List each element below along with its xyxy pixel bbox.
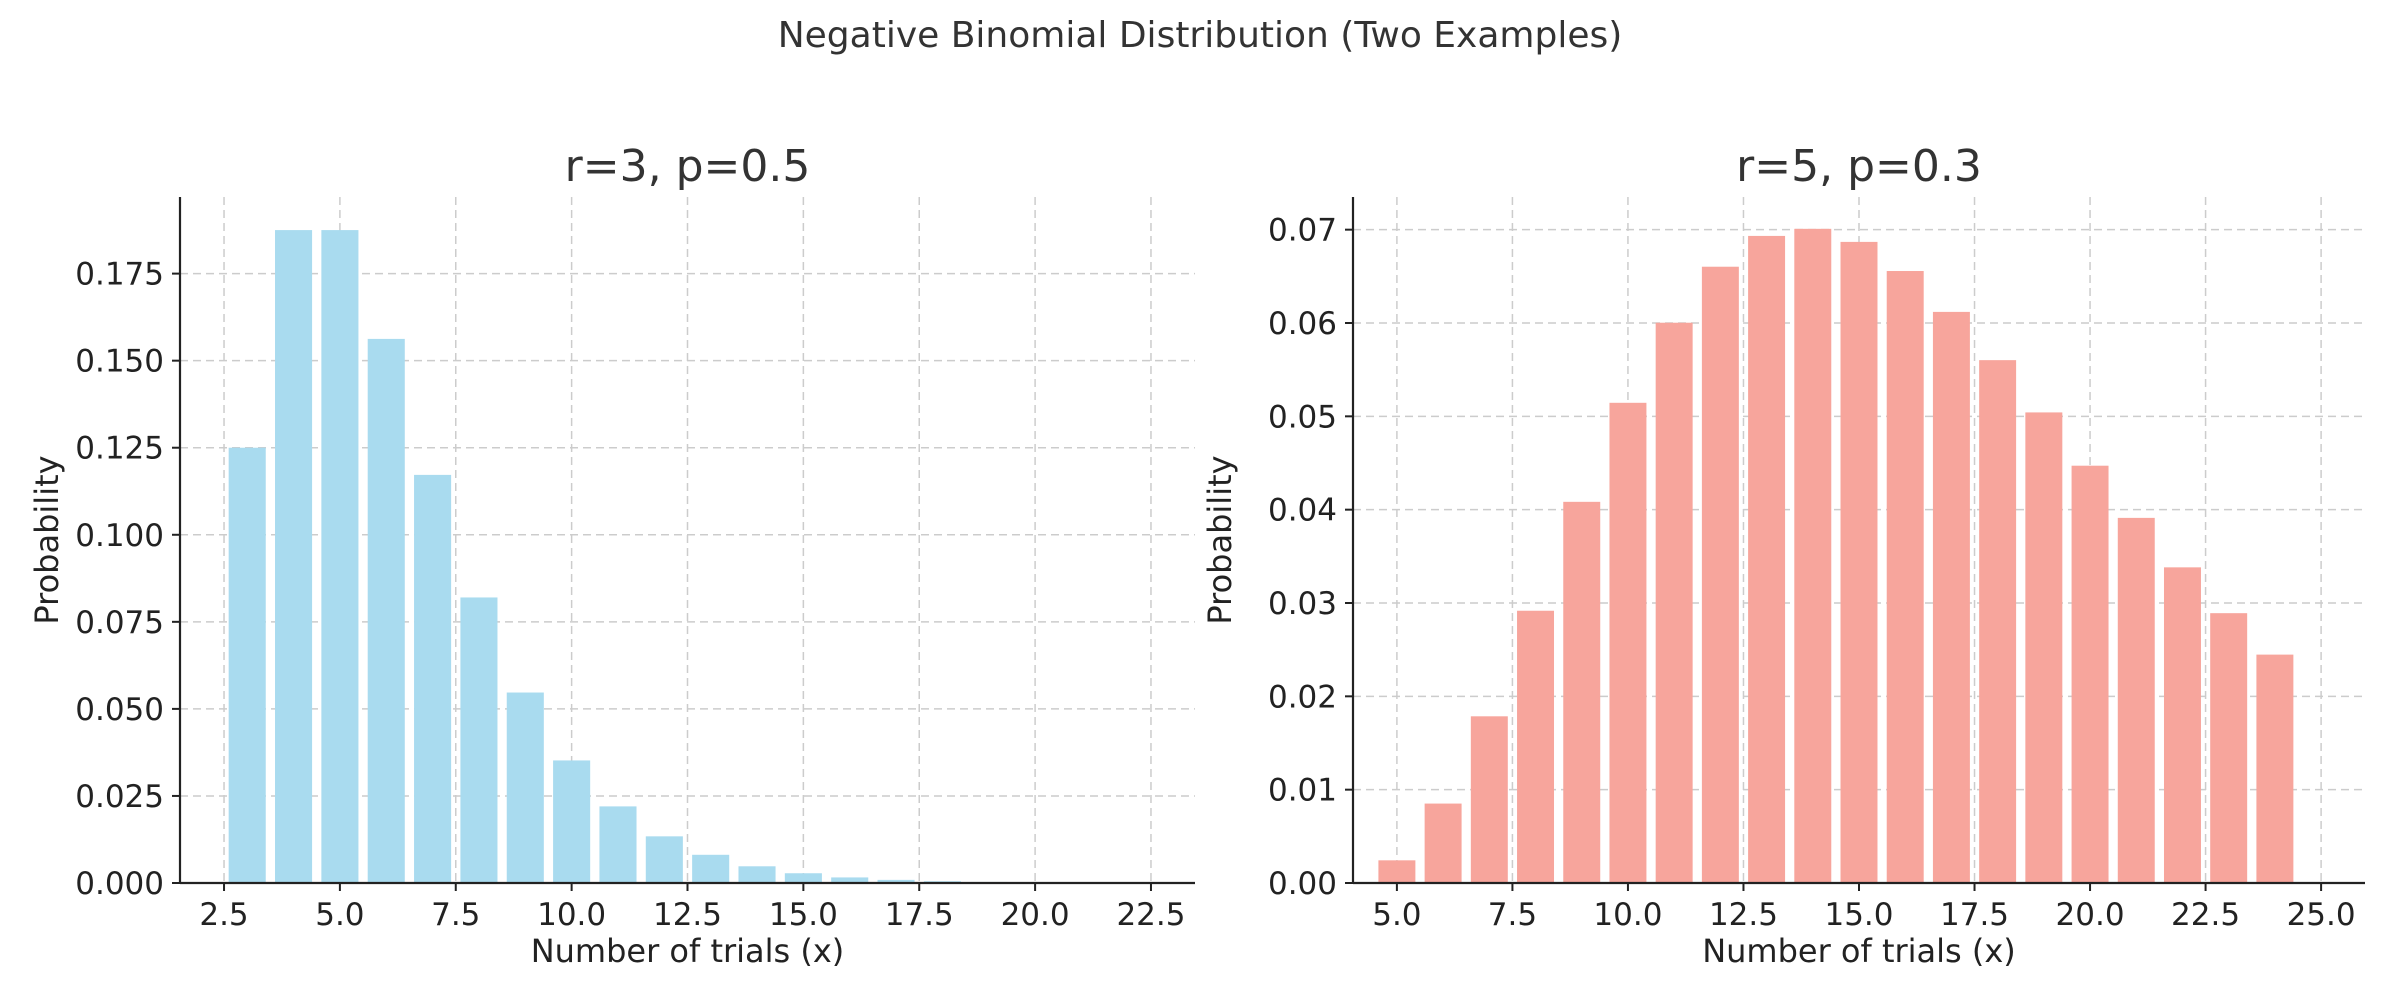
right-bar-x14 xyxy=(1794,228,1832,883)
left-x-axis-label: Number of trials (x) xyxy=(531,932,845,970)
left-y-tick-label-4: 0.100 xyxy=(75,518,164,554)
left-y-tick-label-3: 0.075 xyxy=(75,605,164,641)
left-bar-x7 xyxy=(414,474,452,883)
right-bar-x16 xyxy=(1886,271,1924,884)
right-bar-x13 xyxy=(1748,235,1786,884)
left-x-tick-label-6: 17.5 xyxy=(885,897,954,933)
figure-title: Negative Binomial Distribution (Two Exam… xyxy=(778,15,1623,56)
left-bar-x17 xyxy=(877,879,915,883)
left-bar-x5 xyxy=(321,230,359,883)
left-bar-x12 xyxy=(645,836,683,883)
left-chart-panel: 2.5 5.0 7.5 10.0 12.5 15.0 17.5 20.0 22.5 0.000 0.… xyxy=(28,141,1195,970)
right-bar-x12 xyxy=(1701,266,1739,884)
right-x-tick-label-2: 10.0 xyxy=(1593,897,1662,933)
left-bar-x16 xyxy=(831,877,869,883)
right-y-tick-label-7: 0.07 xyxy=(1268,213,1337,249)
left-y-tick-label-6: 0.150 xyxy=(75,344,164,380)
right-bar-x7 xyxy=(1470,716,1508,883)
right-x-tick-label-1: 7.5 xyxy=(1488,897,1537,933)
left-x-tick-label-4: 12.5 xyxy=(653,897,722,933)
left-bar-x10 xyxy=(553,760,591,883)
left-y-tick-label-1: 0.025 xyxy=(75,779,164,815)
right-y-tick-label-6: 0.06 xyxy=(1268,306,1337,342)
right-x-tick-label-0: 5.0 xyxy=(1372,897,1421,933)
right-bar-x17 xyxy=(1932,311,1970,884)
right-bar-x24 xyxy=(2256,654,2294,883)
right-x-tick-label-8: 25.0 xyxy=(2287,897,2356,933)
left-x-tick-label-3: 10.0 xyxy=(537,897,606,933)
left-bar-x4 xyxy=(275,230,313,883)
left-x-tick-label-0: 2.5 xyxy=(199,897,248,933)
right-x-axis-label: Number of trials (x) xyxy=(1702,932,2016,970)
right-y-axis-label: Probability xyxy=(1201,455,1239,624)
left-x-tick-label-7: 20.0 xyxy=(1001,897,1070,933)
left-y-tick-label-7: 0.175 xyxy=(75,257,164,293)
left-y-tick-label-0: 0.000 xyxy=(75,866,164,902)
right-y-tick-label-4: 0.04 xyxy=(1268,493,1337,529)
right-bar-x6 xyxy=(1424,803,1462,883)
left-y-axis-label: Probability xyxy=(28,455,66,624)
right-bar-x10 xyxy=(1609,402,1647,883)
right-bar-x21 xyxy=(2117,517,2155,883)
right-bar-x22 xyxy=(2163,567,2201,883)
right-x-tick-label-4: 15.0 xyxy=(1824,897,1893,933)
right-y-tick-label-2: 0.02 xyxy=(1268,679,1337,715)
left-bar-x8 xyxy=(460,597,498,883)
right-x-tick-label-5: 17.5 xyxy=(1940,897,2009,933)
right-y-tick-label-5: 0.05 xyxy=(1268,399,1337,435)
right-bar-x9 xyxy=(1563,501,1601,883)
right-bar-x23 xyxy=(2210,613,2248,883)
right-y-tick-label-0: 0.00 xyxy=(1268,866,1337,902)
right-y-tick-label-1: 0.01 xyxy=(1268,773,1337,809)
right-y-tick-label-3: 0.03 xyxy=(1268,586,1337,622)
right-bar-x19 xyxy=(2025,412,2063,883)
left-bar-x13 xyxy=(692,854,730,883)
left-bar-x3 xyxy=(228,447,266,883)
left-y-tick-label-2: 0.050 xyxy=(75,692,164,728)
right-bar-x15 xyxy=(1840,241,1878,884)
left-y-tick-label-5: 0.125 xyxy=(75,431,164,467)
left-x-tick-label-2: 7.5 xyxy=(431,897,480,933)
right-x-tick-label-6: 20.0 xyxy=(2056,897,2125,933)
right-bar-x20 xyxy=(2071,465,2109,883)
right-x-tick-label-7: 22.5 xyxy=(2171,897,2240,933)
right-bar-x8 xyxy=(1517,610,1555,883)
left-bar-x11 xyxy=(599,806,637,883)
left-bar-x15 xyxy=(784,873,822,883)
left-bar-x9 xyxy=(506,692,544,883)
left-chart-title: r=3, p=0.5 xyxy=(565,141,811,192)
right-bar-x18 xyxy=(1979,360,2017,883)
left-bar-x6 xyxy=(367,338,405,883)
left-x-tick-label-5: 15.0 xyxy=(769,897,838,933)
right-chart-panel: 5.0 7.5 10.0 12.5 15.0 17.5 20.0 22.5 25.0 0.00 0.… xyxy=(1201,141,2365,970)
right-bar-x11 xyxy=(1655,322,1693,884)
right-x-tick-label-3: 12.5 xyxy=(1709,897,1778,933)
left-x-tick-label-1: 5.0 xyxy=(315,897,364,933)
left-x-tick-label-8: 22.5 xyxy=(1116,897,1185,933)
right-chart-title: r=5, p=0.3 xyxy=(1736,141,1982,192)
left-bar-x14 xyxy=(738,866,776,883)
right-bar-x5 xyxy=(1378,860,1416,883)
